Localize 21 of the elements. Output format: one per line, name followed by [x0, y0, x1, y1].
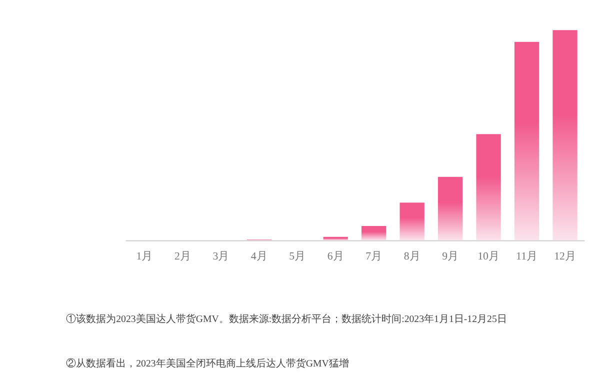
- bar: [362, 226, 386, 240]
- x-tick-label: 7月: [366, 250, 382, 263]
- x-tick-label: 12月: [554, 250, 576, 263]
- bar: [438, 176, 463, 240]
- text: ②从数据看出，2023年美国全闭环电商上线后达人带货GMV猛增: [66, 358, 349, 370]
- x-tick-label: 2月: [174, 250, 191, 263]
- x-tick-label: 1月: [136, 250, 153, 263]
- text: ①该数据为2023美国达人带货GMV。数据来源:数据分析平台；数据统计时间:2023年1月1日-12月25日: [66, 313, 507, 326]
- bar: [323, 236, 348, 240]
- x-tick-label: 11月: [516, 250, 538, 263]
- bar: [514, 42, 540, 240]
- x-tick-label: 10月: [478, 250, 500, 263]
- bar: [400, 202, 424, 240]
- x-tick-label: 3月: [212, 250, 230, 263]
- bar: [476, 134, 501, 240]
- x-tick-label: 4月: [250, 250, 268, 263]
- bar: [552, 30, 578, 240]
- x-tick-label: 9月: [442, 250, 459, 263]
- x-tick-label: 6月: [327, 250, 344, 263]
- x-tick-label: 8月: [404, 250, 420, 263]
- x-tick-label: 5月: [289, 250, 306, 263]
